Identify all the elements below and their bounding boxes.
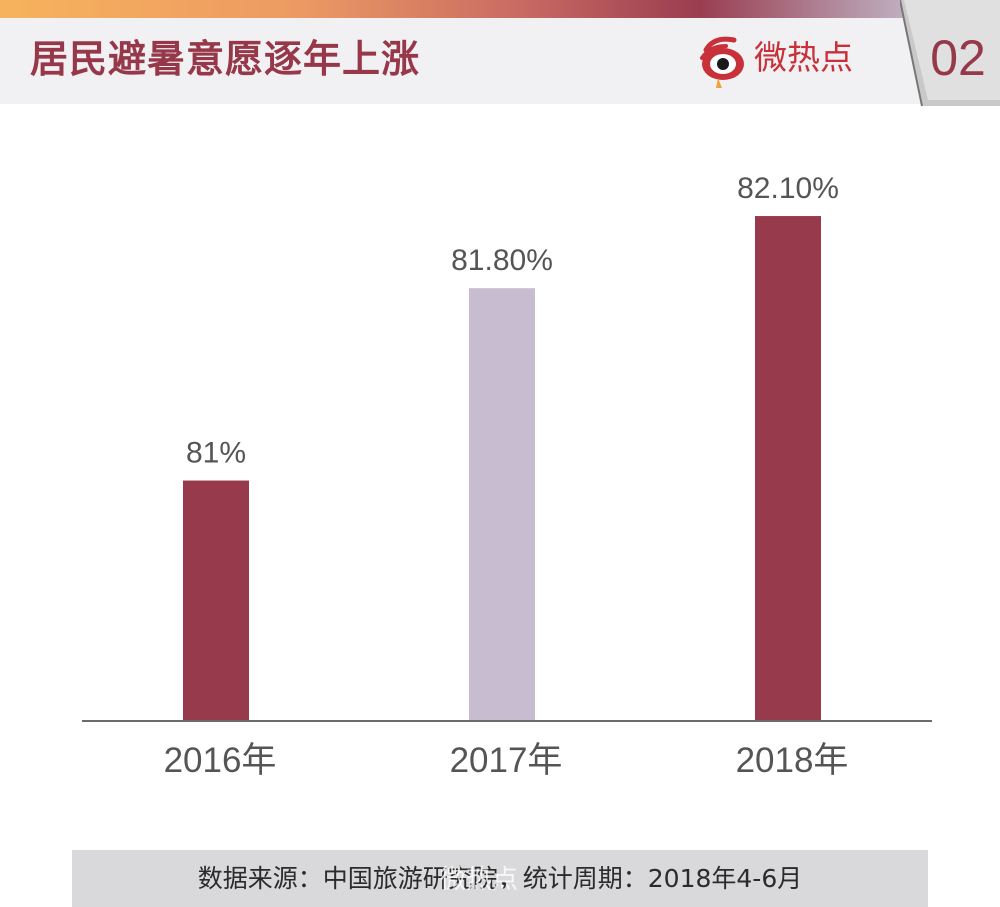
data-label: 81% [186, 437, 246, 470]
data-label: 82.10% [737, 172, 839, 205]
bar-2016年 [183, 480, 249, 721]
bar-2017年 [469, 288, 535, 721]
source-note: 数据来源：中国旅游研究院，统计周期：2018年4-6月 [197, 864, 803, 893]
source-bar: 数据来源：中国旅游研究院，统计周期：2018年4-6月 [72, 850, 928, 907]
brand-name: 微热点 [754, 38, 853, 77]
page-number: 02 [930, 30, 986, 86]
weibo-eye-icon [700, 36, 744, 88]
page-title: 居民避暑意愿逐年上涨 [30, 37, 421, 81]
x-tick-label: 2018年 [736, 741, 849, 780]
watermark: 微热点 [440, 865, 519, 895]
data-label: 81.80% [451, 244, 553, 277]
header-stripe [0, 0, 1000, 18]
bar-2018年 [755, 216, 821, 721]
title-band [0, 18, 1000, 104]
page-number-tab [900, 0, 1000, 106]
x-tick-label: 2017年 [450, 741, 563, 780]
x-tick-label: 2016年 [164, 741, 277, 780]
